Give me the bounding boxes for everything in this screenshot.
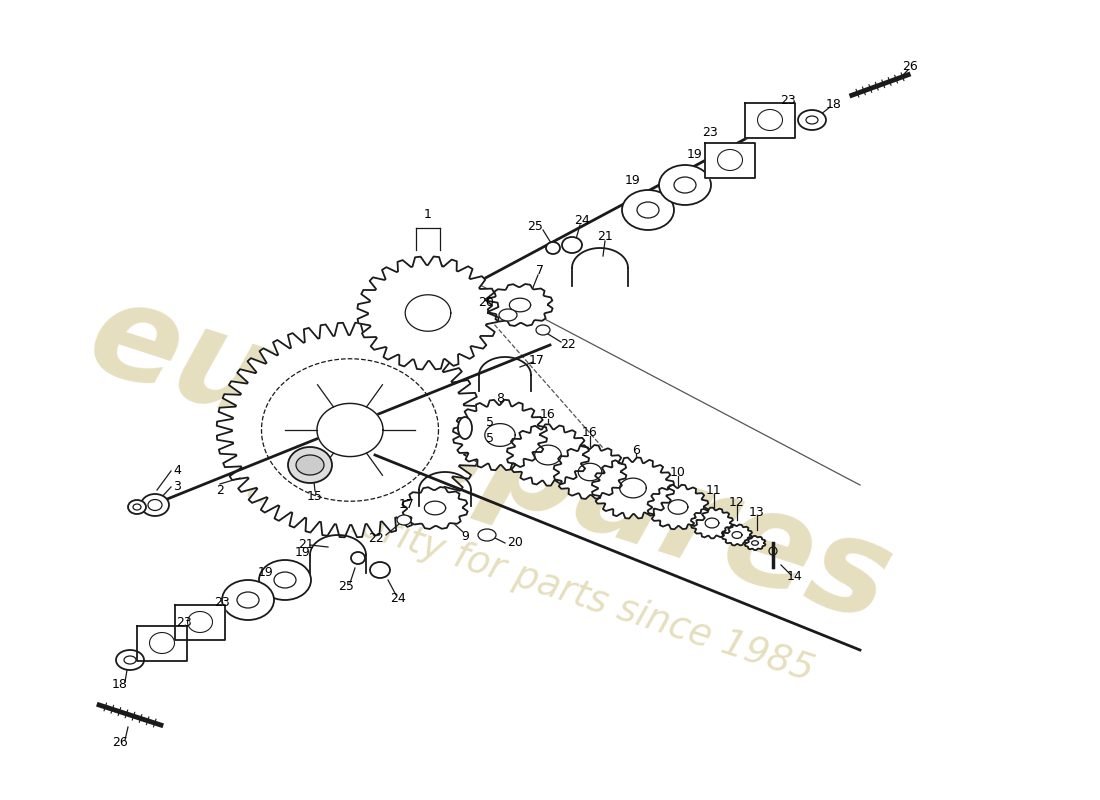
Polygon shape (403, 487, 467, 529)
Polygon shape (745, 102, 795, 138)
Polygon shape (722, 525, 752, 546)
Text: 24: 24 (574, 214, 590, 226)
Polygon shape (705, 518, 718, 528)
Ellipse shape (659, 165, 711, 205)
Text: 12: 12 (729, 495, 745, 509)
Text: 5: 5 (486, 417, 494, 430)
Ellipse shape (397, 515, 411, 525)
Ellipse shape (141, 494, 169, 516)
Text: 13: 13 (749, 506, 764, 518)
Text: 2: 2 (216, 483, 224, 497)
Text: 15: 15 (307, 490, 323, 503)
Text: 7: 7 (536, 263, 544, 277)
Text: 17: 17 (529, 354, 544, 366)
Text: 19: 19 (688, 149, 703, 162)
Polygon shape (175, 605, 226, 639)
Text: 16: 16 (540, 409, 556, 422)
Text: 25: 25 (338, 579, 354, 593)
Ellipse shape (798, 110, 826, 130)
Text: 23: 23 (176, 617, 191, 630)
Text: 1: 1 (425, 208, 432, 222)
Text: eurospares: eurospares (74, 270, 906, 650)
Ellipse shape (536, 325, 550, 335)
Text: 14: 14 (788, 570, 803, 583)
Text: 25: 25 (527, 219, 543, 233)
Text: 18: 18 (826, 98, 842, 111)
Ellipse shape (288, 447, 332, 483)
Text: a authority for parts since 1985: a authority for parts since 1985 (242, 471, 818, 689)
Text: 11: 11 (706, 483, 722, 497)
Polygon shape (217, 322, 483, 538)
Text: 20: 20 (507, 537, 522, 550)
Polygon shape (668, 500, 688, 514)
Text: 23: 23 (214, 595, 230, 609)
Polygon shape (648, 485, 708, 530)
Polygon shape (553, 445, 626, 499)
Polygon shape (405, 294, 451, 331)
Polygon shape (358, 257, 498, 370)
Text: 19: 19 (295, 546, 311, 558)
Text: 23: 23 (702, 126, 718, 138)
Ellipse shape (258, 560, 311, 600)
Text: 22: 22 (560, 338, 576, 351)
Polygon shape (733, 531, 741, 538)
Text: 21: 21 (597, 230, 613, 242)
Ellipse shape (222, 580, 274, 620)
Polygon shape (425, 501, 446, 515)
Polygon shape (509, 298, 530, 312)
Text: 19: 19 (625, 174, 641, 186)
Text: 4: 4 (173, 465, 180, 478)
Polygon shape (485, 424, 515, 446)
Text: 9: 9 (461, 530, 469, 542)
Polygon shape (317, 403, 383, 457)
Text: 24: 24 (390, 591, 406, 605)
Text: 8: 8 (496, 391, 504, 405)
Text: 26: 26 (902, 61, 917, 74)
Ellipse shape (116, 650, 144, 670)
Polygon shape (579, 463, 602, 481)
Polygon shape (535, 445, 561, 465)
Polygon shape (705, 142, 755, 178)
Ellipse shape (546, 242, 560, 254)
Text: 10: 10 (670, 466, 686, 478)
Text: 6: 6 (632, 443, 640, 457)
Ellipse shape (296, 455, 324, 475)
Ellipse shape (458, 417, 472, 439)
Text: 3: 3 (173, 481, 180, 494)
Text: 22: 22 (368, 531, 384, 545)
Ellipse shape (128, 500, 146, 514)
Polygon shape (138, 626, 187, 661)
Text: 19: 19 (258, 566, 274, 578)
Ellipse shape (351, 552, 365, 564)
Polygon shape (745, 536, 766, 550)
Text: 5: 5 (486, 431, 494, 445)
Text: 23: 23 (780, 94, 796, 106)
Ellipse shape (370, 562, 390, 578)
Text: 18: 18 (112, 678, 128, 691)
Polygon shape (619, 478, 647, 498)
Ellipse shape (499, 309, 517, 321)
Text: 16: 16 (582, 426, 598, 438)
Polygon shape (751, 541, 758, 546)
Polygon shape (487, 284, 552, 326)
Ellipse shape (621, 190, 674, 230)
Polygon shape (453, 400, 547, 470)
Text: 20: 20 (478, 297, 494, 310)
Text: 17: 17 (399, 498, 415, 511)
Polygon shape (592, 458, 674, 518)
Polygon shape (507, 424, 590, 486)
Text: 26: 26 (112, 737, 128, 750)
Polygon shape (691, 508, 733, 538)
Text: 21: 21 (298, 538, 314, 551)
Ellipse shape (478, 529, 496, 541)
Ellipse shape (562, 237, 582, 253)
